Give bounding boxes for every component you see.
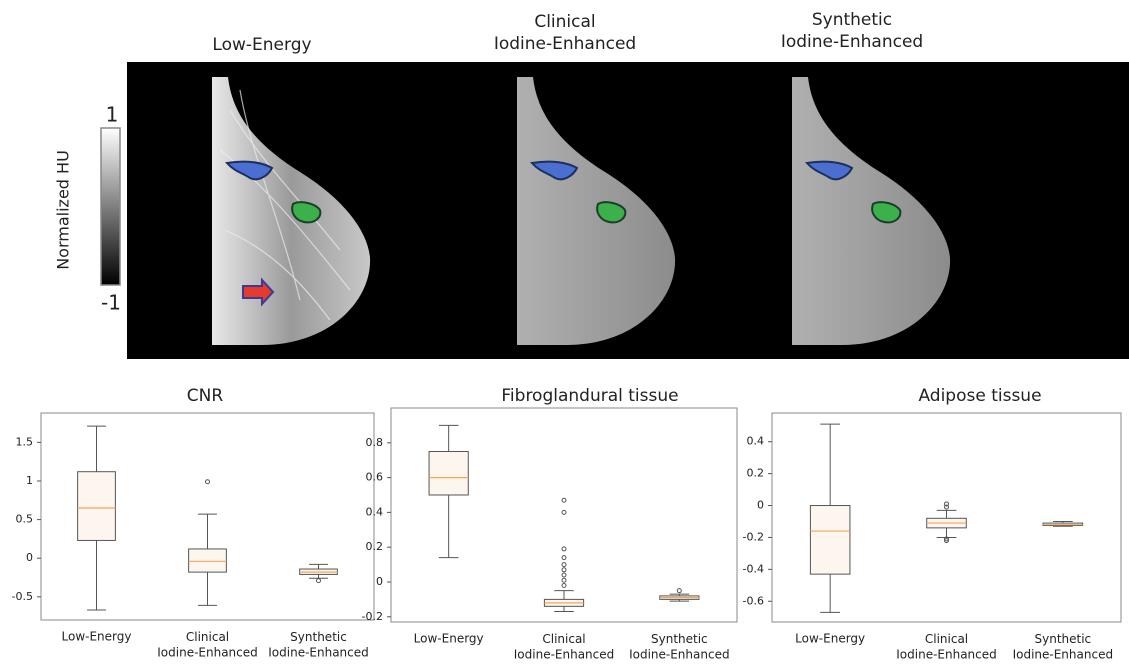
chart-title: Fibroglandural tissue xyxy=(501,386,678,406)
box xyxy=(810,506,850,575)
figure: 1 -1 Normalized HU Low-Energy ClinicalIo… xyxy=(0,0,1129,664)
chart-title: Adipose tissue xyxy=(918,386,1041,406)
y-tick-label: 0.5 xyxy=(16,513,34,526)
colorbar-label: Normalized HU xyxy=(54,150,73,270)
y-tick-label: 1.5 xyxy=(16,435,34,448)
y-tick-label: -0.2 xyxy=(743,530,764,543)
outlier xyxy=(562,578,566,582)
y-tick-label: 0.4 xyxy=(366,505,384,518)
panel-title: Low-Energy xyxy=(212,35,311,55)
box xyxy=(429,451,468,494)
box xyxy=(189,549,227,572)
x-tick-label: Low-Energy xyxy=(414,632,484,646)
outlier xyxy=(562,498,566,502)
outlier xyxy=(206,480,210,484)
outlier xyxy=(562,583,566,587)
x-tick-label: Low-Energy xyxy=(62,630,132,644)
box xyxy=(78,472,116,541)
colorbar-max: 1 xyxy=(106,103,119,127)
y-tick-label: -0.5 xyxy=(12,590,33,603)
plot-frame xyxy=(391,408,737,622)
y-tick-label: 0.8 xyxy=(366,436,384,449)
y-tick-label: 0.4 xyxy=(747,435,765,448)
outlier xyxy=(562,510,566,514)
y-tick-label: 0 xyxy=(757,499,764,512)
x-tick-label: Low-Energy xyxy=(795,632,865,646)
outlier xyxy=(562,563,566,567)
y-tick-label: -0.2 xyxy=(362,610,383,623)
y-tick-label: -0.6 xyxy=(743,594,764,607)
y-tick-label: 0.6 xyxy=(366,471,384,484)
y-tick-label: 0.2 xyxy=(747,467,765,480)
y-tick-label: 0 xyxy=(376,575,383,588)
outlier xyxy=(562,556,566,560)
outlier xyxy=(317,579,321,583)
chart-title: CNR xyxy=(187,386,224,406)
outlier xyxy=(562,547,566,551)
y-tick-label: 0 xyxy=(26,551,33,564)
y-tick-label: 1 xyxy=(26,474,33,487)
page: {"figure": {"panels": [{"title": "Low-En… xyxy=(0,0,1129,664)
y-tick-label: -0.4 xyxy=(743,562,764,575)
outlier xyxy=(562,568,566,572)
colorbar-min: -1 xyxy=(101,291,121,315)
outlier xyxy=(562,573,566,577)
y-tick-label: 0.2 xyxy=(366,540,384,553)
colorbar xyxy=(101,128,120,285)
outlier xyxy=(677,589,681,593)
